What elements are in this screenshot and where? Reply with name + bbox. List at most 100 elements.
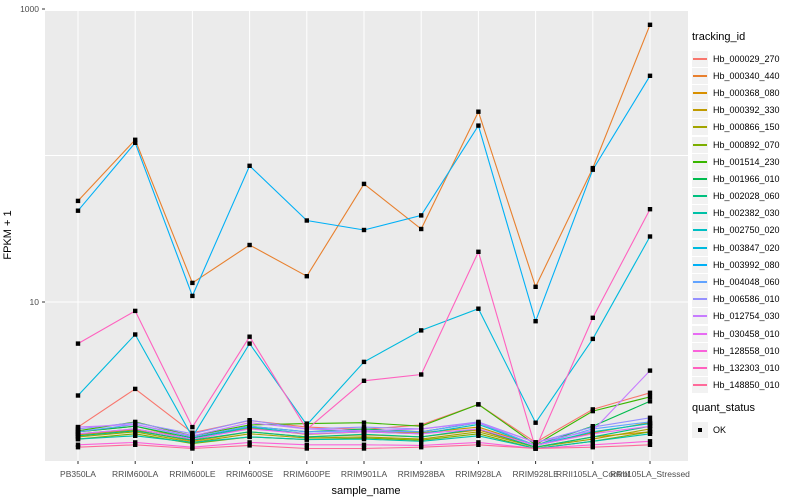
data-point [590, 431, 595, 436]
data-point [361, 432, 367, 437]
data-point [419, 439, 424, 444]
data-point [75, 445, 81, 450]
data-point [647, 207, 653, 212]
data-point [419, 434, 424, 440]
x-tick-label: RRIM600LE [169, 469, 216, 479]
legend-line-icon [693, 177, 707, 180]
data-point [533, 284, 538, 289]
legend-key [692, 325, 708, 342]
data-point [75, 341, 81, 346]
data-point [533, 443, 538, 448]
data-point [590, 408, 595, 414]
legend-line-icon [693, 281, 707, 284]
data-point [647, 394, 653, 400]
data-point [247, 334, 252, 339]
data-point [590, 439, 595, 444]
legend-item: Hb_000866_150 [692, 119, 800, 136]
data-point [361, 227, 367, 233]
data-point [476, 123, 481, 128]
legend-line-icon [693, 143, 707, 146]
plot-panel [45, 11, 688, 461]
quant-ok-key [692, 421, 708, 438]
data-point [75, 424, 81, 430]
legend-item: Hb_128558_010 [692, 342, 800, 359]
legend-item-label: Hb_002028_060 [713, 191, 780, 202]
legend-key [692, 308, 708, 325]
data-point [361, 420, 367, 425]
data-point [247, 341, 252, 346]
legend-item: Hb_000892_070 [692, 136, 800, 153]
legend-key [692, 239, 708, 256]
legend-key [692, 67, 708, 84]
legend-key [692, 188, 708, 205]
data-point [476, 306, 481, 311]
x-tick-label: RRIM928LA [455, 469, 502, 479]
legend-item: Hb_003847_020 [692, 239, 800, 256]
data-point [247, 429, 252, 434]
data-point [247, 440, 252, 445]
data-point [647, 22, 653, 27]
x-tick-label: RRIM928BA [398, 469, 446, 479]
legend-key [692, 359, 708, 376]
data-point [647, 368, 653, 373]
legend-item: Hb_000368_080 [692, 84, 800, 101]
data-point [476, 426, 481, 432]
data-point [419, 431, 424, 436]
legend-line-icon [693, 349, 707, 352]
legend-item-label: Hb_001514_230 [713, 156, 780, 167]
data-point [533, 446, 538, 451]
data-point [304, 437, 309, 442]
data-point [590, 442, 595, 447]
data-point [419, 328, 424, 333]
data-point [75, 442, 81, 447]
legend-item-label: Hb_002382_030 [713, 208, 780, 219]
legend-item-label: Hb_000029_270 [713, 53, 780, 64]
data-point [190, 433, 195, 438]
data-point [590, 336, 595, 342]
data-point [133, 386, 138, 392]
legend-items: Hb_000029_270 Hb_000340_440 Hb_000368_080 H… [692, 50, 800, 394]
legend-title: tracking_id [692, 31, 746, 43]
data-point [590, 424, 595, 430]
legend-item: OK [692, 421, 800, 438]
legend-item-label: Hb_001966_010 [713, 173, 780, 184]
data-point [476, 109, 481, 114]
data-point [647, 424, 653, 429]
data-point [133, 137, 138, 142]
data-point [647, 415, 653, 420]
data-point [361, 436, 367, 442]
data-point [590, 445, 595, 450]
data-point [133, 426, 138, 432]
legend-line-icon [693, 332, 707, 335]
x-tick-label: PB350LA [60, 469, 96, 479]
y-tick-label: 10 [30, 297, 40, 307]
legend-key [692, 222, 708, 239]
legend-line-icon [693, 366, 707, 369]
data-point [133, 422, 138, 427]
data-point [304, 274, 309, 279]
data-point [590, 428, 595, 433]
legend-key [692, 84, 708, 101]
data-point [647, 426, 653, 432]
data-point [133, 440, 138, 445]
x-tick-label: RRIM901LA [341, 469, 388, 479]
legend-line-icon [693, 246, 707, 249]
y-tick-label: 1000 [20, 4, 39, 14]
legend-item: Hb_004048_060 [692, 273, 800, 291]
data-point [533, 319, 538, 324]
legend-item: Hb_000392_330 [692, 102, 800, 119]
data-point [247, 163, 252, 168]
legend-key [692, 102, 708, 119]
data-point [133, 442, 138, 447]
legend-item-label: Hb_000866_150 [713, 122, 780, 133]
data-point [361, 442, 367, 447]
legend-line-icon [693, 109, 707, 112]
legend-item: Hb_003992_080 [692, 256, 800, 273]
data-point [533, 420, 538, 425]
x-tick-label: RRIM928LE [512, 469, 559, 479]
data-point [190, 424, 195, 430]
legend-item: Hb_002750_020 [692, 222, 800, 239]
legend-item-label: Hb_000392_330 [713, 105, 780, 116]
data-point [75, 393, 81, 398]
legend-item-label: Hb_000892_070 [713, 139, 780, 150]
